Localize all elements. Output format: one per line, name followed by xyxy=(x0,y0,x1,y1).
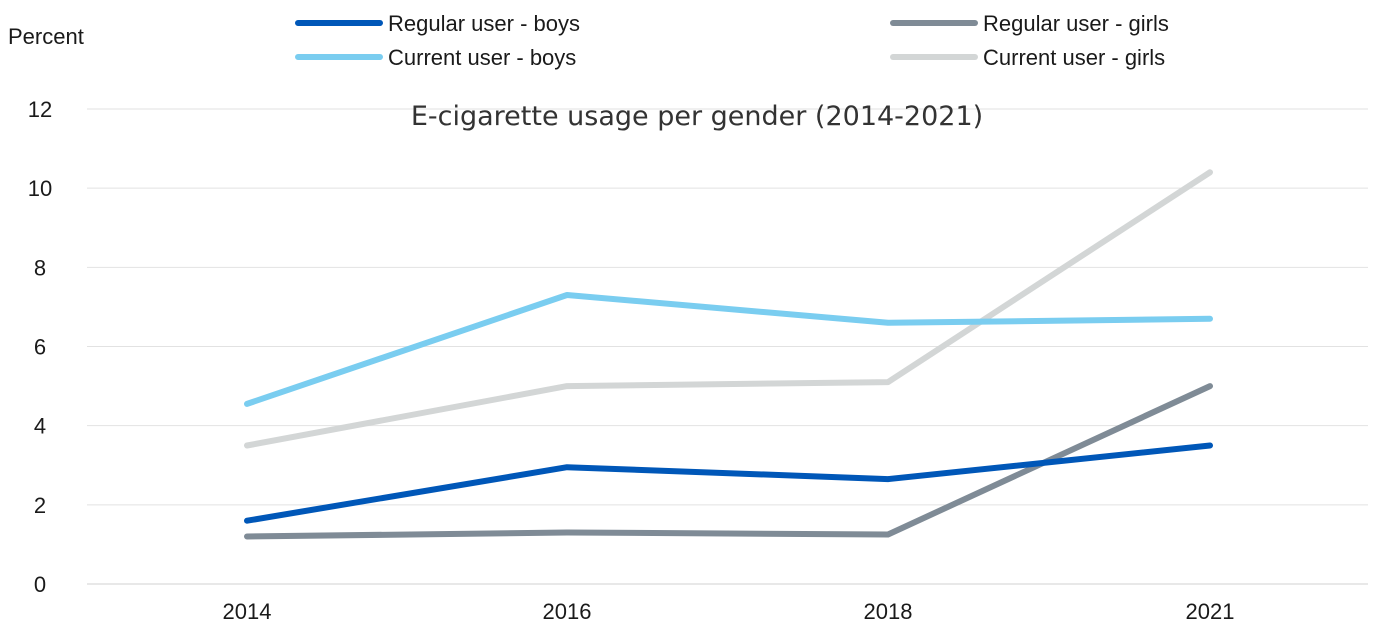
legend-label: Current user - boys xyxy=(388,45,576,70)
gridlines xyxy=(87,108,1368,585)
y-tick-label: 0 xyxy=(34,572,46,597)
x-axis-ticks: 2014 2016 2018 2021 xyxy=(223,599,1235,624)
y-axis-label: Percent xyxy=(8,24,84,49)
legend-item: Regular user - boys xyxy=(295,11,580,36)
y-tick-label: 6 xyxy=(34,335,46,360)
legend: Regular user - boys Regular user - girls C… xyxy=(295,11,1169,70)
legend-label: Regular user - boys xyxy=(388,11,580,36)
y-tick-label: 4 xyxy=(34,414,46,439)
y-tick-label: 12 xyxy=(28,97,52,122)
chart-title: E-cigarette usage per gender (2014-2021) xyxy=(411,101,983,132)
y-tick-label: 8 xyxy=(34,255,46,280)
y-tick-label: 10 xyxy=(28,176,52,201)
legend-item: Regular user - girls xyxy=(890,11,1169,36)
x-tick-label: 2021 xyxy=(1186,599,1235,624)
x-tick-label: 2014 xyxy=(223,599,272,624)
series-line-regular-user-boys xyxy=(244,442,1213,524)
legend-item: Current user - girls xyxy=(890,45,1165,70)
y-axis-ticks: 0 2 4 6 8 10 12 xyxy=(28,97,52,597)
series-line-current-user-boys xyxy=(244,292,1213,407)
legend-label: Regular user - girls xyxy=(983,11,1169,36)
series-lines xyxy=(244,169,1213,540)
x-tick-label: 2018 xyxy=(864,599,913,624)
x-tick-label: 2016 xyxy=(543,599,592,624)
legend-item: Current user - boys xyxy=(295,45,576,70)
series-line-current-user-girls xyxy=(244,169,1213,449)
y-tick-label: 2 xyxy=(34,493,46,518)
legend-label: Current user - girls xyxy=(983,45,1165,70)
